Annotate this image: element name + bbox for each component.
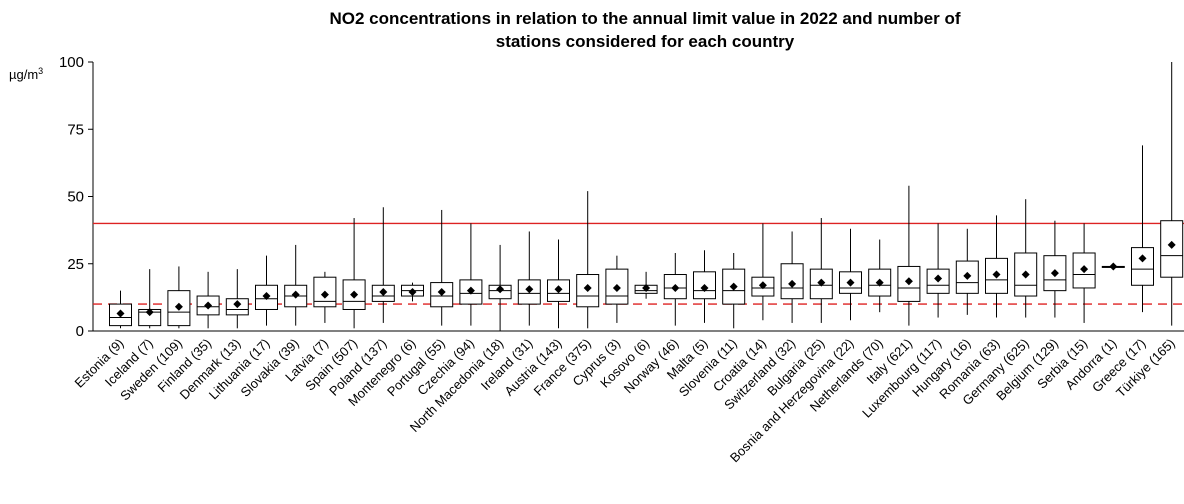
box-group <box>402 283 424 302</box>
box-group <box>927 223 949 317</box>
box-group <box>489 245 511 331</box>
box-group <box>1132 145 1154 312</box>
box-group <box>256 256 278 326</box>
y-tick-label: 100 <box>59 54 84 71</box>
box-group <box>986 215 1008 317</box>
box-group <box>431 210 453 326</box>
box-group <box>781 231 803 322</box>
box-group <box>139 269 161 328</box>
box-group <box>606 256 628 323</box>
mean-marker <box>1109 262 1117 270</box>
box-group <box>285 245 307 326</box>
box-series <box>110 62 1183 331</box>
y-axis-unit-label: µg/m3 <box>9 66 43 82</box>
box-group <box>694 250 716 323</box>
box-group <box>1015 199 1037 317</box>
box-group <box>197 272 219 328</box>
box-group <box>226 269 248 328</box>
box-group <box>898 186 920 326</box>
y-tick-label: 25 <box>67 256 84 273</box>
box-group <box>635 272 657 299</box>
box-iqr <box>1132 248 1154 286</box>
box-group <box>548 240 570 329</box>
box-group <box>577 191 599 328</box>
box-group <box>1044 221 1066 318</box>
box-group <box>518 231 540 325</box>
category-labels: Estonia (9)Iceland (7)Sweden (109)Finlan… <box>72 336 1178 466</box>
box-group <box>956 229 978 315</box>
box-group <box>1102 262 1124 270</box>
box-group <box>343 218 365 328</box>
box-group <box>314 272 336 323</box>
y-tick-label: 50 <box>67 189 84 206</box>
box-group <box>723 253 745 328</box>
chart-title-line1: NO2 concentrations in relation to the an… <box>329 9 960 28</box>
y-axis-unit-superscript: 3 <box>38 66 43 76</box>
box-group <box>840 229 862 320</box>
box-group <box>752 223 774 320</box>
box-group <box>1073 223 1095 323</box>
box-group <box>1161 62 1183 326</box>
box-group <box>664 253 686 326</box>
box-group <box>869 240 891 313</box>
box-group <box>810 218 832 323</box>
y-tick-label: 75 <box>67 121 84 138</box>
box-group <box>110 291 132 329</box>
box-group <box>168 266 190 328</box>
chart-title-line2: stations considered for each country <box>496 32 795 51</box>
box-group <box>460 223 482 325</box>
box-iqr <box>1161 221 1183 277</box>
y-tick-label: 0 <box>76 323 84 340</box>
box-group <box>372 207 394 323</box>
